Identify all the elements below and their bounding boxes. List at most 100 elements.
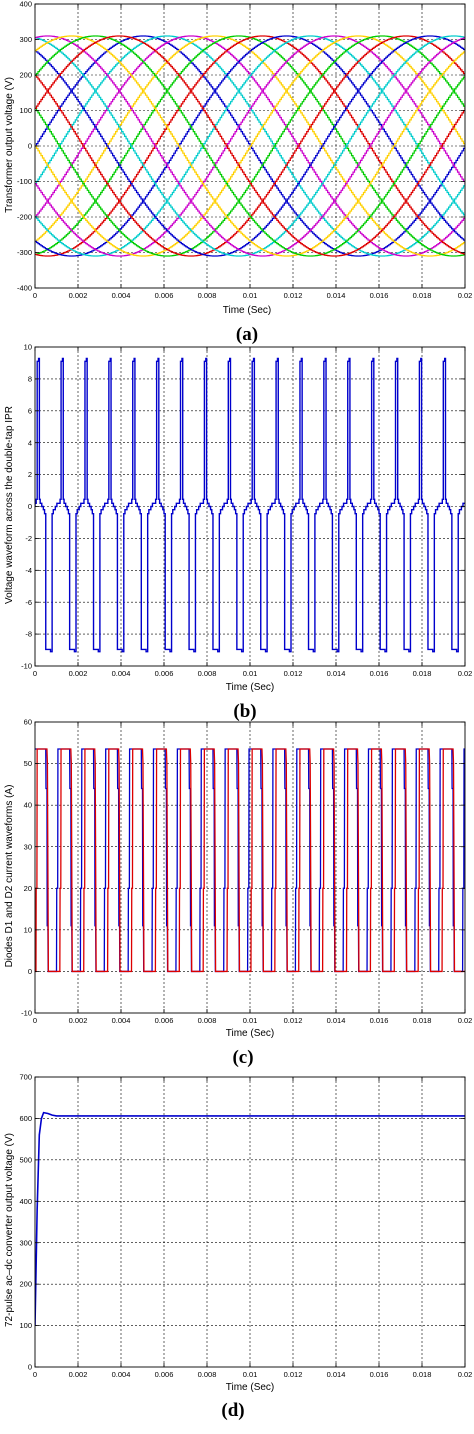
panel-b-xtick-label: 0.012 <box>284 669 303 678</box>
panel-b-xtick-label: 0.006 <box>155 669 174 678</box>
panel-b-ytick-label: -10 <box>21 662 32 671</box>
panel-b-xtick-label: 0.018 <box>413 669 432 678</box>
panel-a-phase-15-line <box>35 35 465 257</box>
panel-c-xtick-label: 0.002 <box>69 1016 88 1025</box>
panel-a-xtick-label: 0.016 <box>370 291 389 300</box>
panel-c-xtick-label: 0.006 <box>155 1016 174 1025</box>
panel-d-ylabel: 72-pulse ac–dc converter output voltage … <box>4 1133 15 1327</box>
panel-d-xtick-label: 0.02 <box>458 1370 473 1379</box>
panel-c: Time (Sec) Diodes D1 and D2 current wave… <box>4 785 274 1068</box>
panel-a-xtick-label: 0.012 <box>284 291 303 300</box>
panel-b-ytick-label: 6 <box>28 406 32 415</box>
panel-b-ytick-label: -4 <box>25 566 32 575</box>
panel-a-xtick-label: 0.004 <box>112 291 131 300</box>
panel-d-xtick-label: 0.01 <box>243 1370 258 1379</box>
panel-c-ytick-label: 20 <box>24 884 32 893</box>
panel-c-xtick-label: 0 <box>33 1016 37 1025</box>
panel-c-xtick-label: 0.02 <box>458 1016 473 1025</box>
panel-d-ytick-label: 100 <box>19 1321 32 1330</box>
panel-b-xtick-label: 0 <box>33 669 37 678</box>
panel-a-phase-18-line <box>35 35 465 257</box>
panel-d-ytick-label: 600 <box>19 1114 32 1123</box>
panel-c-ytick-label: 30 <box>24 842 32 851</box>
panel-b-xtick-label: 0.01 <box>243 669 258 678</box>
panel-c-xtick-label: 0.004 <box>112 1016 131 1025</box>
panel-c-ylabel: Diodes D1 and D2 current waveforms (A) <box>4 785 15 968</box>
panel-b-xtick-label: 0.014 <box>327 669 346 678</box>
panel-a-xtick-label: 0.008 <box>198 291 217 300</box>
panel-a-ytick-label: -100 <box>17 177 32 186</box>
panel-a-xtick-label: 0.014 <box>327 291 346 300</box>
panel-a-xtick-label: 0 <box>33 291 37 300</box>
panel-a-ytick-label: -200 <box>17 213 32 222</box>
panel-a-ytick-label: 200 <box>19 71 32 80</box>
panel-d-xtick-label: 0.018 <box>413 1370 432 1379</box>
panel-b-xtick-label: 0.002 <box>69 669 88 678</box>
panel-d-xtick-label: 0.012 <box>284 1370 303 1379</box>
panel-a-xtick-label: 0.002 <box>69 291 88 300</box>
panel-d-xtick-label: 0.006 <box>155 1370 174 1379</box>
panel-c-xtick-label: 0.016 <box>370 1016 389 1025</box>
panel-a-xlabel: Time (Sec) <box>223 305 272 316</box>
panel-c-series-group <box>35 748 465 973</box>
panel-c-ytick-label: 40 <box>24 801 32 810</box>
panel-c-ytick-label: 50 <box>24 759 32 768</box>
panel-c-ytick-label: 0 <box>28 967 32 976</box>
panel-d-xtick-label: 0.016 <box>370 1370 389 1379</box>
panel-d-output-voltage-line <box>35 1111 465 1326</box>
panel-a-ytick-label: 0 <box>28 142 32 151</box>
panel-c-diode-d2-line <box>35 748 465 973</box>
panel-d-ytick-label: 300 <box>19 1238 32 1247</box>
panel-a-plot: 0 0.002 0.004 0.006 0.008 0.01 0.012 0.014 0.016… <box>17 0 472 300</box>
panel-c-xtick-label: 0.008 <box>198 1016 217 1025</box>
panel-b-series-group <box>35 357 465 653</box>
panel-b-ytick-label: -8 <box>25 630 32 639</box>
panel-d-xtick-label: 0.014 <box>327 1370 346 1379</box>
panel-b-ipr-voltage-line <box>35 357 465 653</box>
panel-d-series-group <box>35 1111 465 1326</box>
panel-d-xlabel: Time (Sec) <box>226 1382 275 1393</box>
panel-c-xlabel: Time (Sec) <box>226 1028 275 1039</box>
panel-d-xtick-label: 0.004 <box>112 1370 131 1379</box>
panel-a-series-group <box>35 35 465 257</box>
panel-c-caption: (c) <box>232 1047 253 1068</box>
panel-a-ytick-label: -300 <box>17 248 32 257</box>
panel-a-caption: (a) <box>236 324 258 345</box>
panel-b-ytick-label: -2 <box>25 534 32 543</box>
panel-b-ytick-label: 0 <box>28 502 32 511</box>
panel-b-caption: (b) <box>233 701 256 722</box>
panel-b-xlabel: Time (Sec) <box>226 682 275 693</box>
panel-b-ytick-label: 10 <box>24 343 32 352</box>
panel-a-ylabel: Transformer output voltage (V) <box>4 77 15 213</box>
panel-c-ytick-label: -10 <box>21 1009 32 1018</box>
panel-d: Time (Sec) 72-pulse ac–dc converter outp… <box>4 1133 274 1421</box>
panel-b-xtick-label: 0.016 <box>370 669 389 678</box>
panel-a-xtick-label: 0.02 <box>458 291 473 300</box>
panel-a-xtick-label: 0.006 <box>155 291 174 300</box>
panel-a: Time (Sec) Transformer output voltage (V… <box>4 77 271 345</box>
panel-c-ytick-label: 60 <box>24 718 32 727</box>
panel-b-ytick-label: 8 <box>28 375 32 384</box>
panel-c-xtick-label: 0.012 <box>284 1016 303 1025</box>
panel-c-xtick-label: 0.018 <box>413 1016 432 1025</box>
panel-d-xtick-label: 0 <box>33 1370 37 1379</box>
panel-b-xtick-label: 0.008 <box>198 669 217 678</box>
panel-a-ytick-label: 300 <box>19 35 32 44</box>
panel-b-plot: 0 0.002 0.004 0.006 0.008 0.01 0.012 0.014 0.016… <box>21 343 472 678</box>
panel-b-ytick-label: -6 <box>25 598 32 607</box>
panel-d-ytick-label: 200 <box>19 1280 32 1289</box>
panel-c-xtick-label: 0.014 <box>327 1016 346 1025</box>
panel-c-plot: 0 0.002 0.004 0.006 0.008 0.01 0.012 0.014 0.016… <box>21 718 473 1025</box>
panel-d-xtick-label: 0.008 <box>198 1370 217 1379</box>
panel-c-xtick-label: 0.01 <box>243 1016 258 1025</box>
panel-d-xtick-label: 0.002 <box>69 1370 88 1379</box>
panel-d-caption: (d) <box>221 1400 244 1421</box>
panel-d-plot: 0 0.002 0.004 0.006 0.008 0.01 0.012 0.014 0.016… <box>19 1073 472 1379</box>
panel-a-ytick-label: 400 <box>19 0 32 9</box>
panel-b-ytick-label: 2 <box>28 470 32 479</box>
panel-a-xtick-label: 0.01 <box>243 291 258 300</box>
panel-b-xtick-label: 0.004 <box>112 669 131 678</box>
panel-a-ytick-label: -400 <box>17 284 32 293</box>
panel-d-ytick-label: 700 <box>19 1073 32 1082</box>
